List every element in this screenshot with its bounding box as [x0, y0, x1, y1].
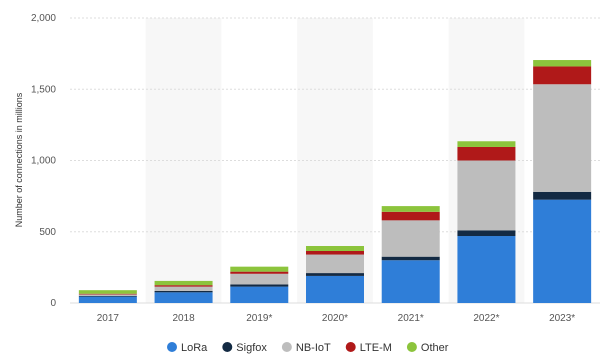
bar-segment-nb-iot [306, 254, 364, 274]
y-tick-label: 0 [50, 298, 56, 309]
bar-segment-nb-iot [457, 160, 516, 231]
bar-segment-nb-iot [154, 286, 213, 291]
bar-segment-other [381, 206, 440, 212]
bar-segment-other [78, 290, 137, 294]
bar-segment-lora [78, 296, 137, 303]
x-axis-ticks: 2017 2018 2019* 2020* 2021* 2022* 2023* [97, 313, 576, 324]
bar-segment-sigfox [306, 273, 364, 276]
y-tick-label: 2,000 [31, 13, 56, 24]
legend-label-nb-iot: NB-IoT [296, 342, 331, 354]
x-tick-label: 2017 [97, 313, 120, 324]
bar-segment-lte-m [78, 293, 137, 295]
bar-segment-nb-iot [381, 220, 440, 257]
y-tick-label: 1,000 [31, 156, 56, 167]
legend-marker-nb-iot [281, 342, 292, 352]
y-tick-label: 500 [39, 227, 56, 238]
bar-segment-lte-m [154, 285, 213, 287]
legend-marker-sigfox [222, 342, 233, 352]
x-tick-label: 2023* [549, 313, 575, 324]
bar-segment-sigfox [154, 290, 213, 293]
x-tick-label: 2018 [172, 313, 195, 324]
bar-segment-other [306, 246, 364, 251]
bar-segment-lora [457, 236, 516, 303]
bar-segment-sigfox [78, 295, 137, 297]
bar-segment-other [154, 280, 213, 286]
bar-segment-lora [154, 292, 213, 303]
bar-segment-lte-m [306, 250, 364, 255]
bar-segment-nb-iot [533, 84, 592, 192]
legend-marker-lora [167, 342, 177, 352]
bar-segment-lte-m [230, 271, 289, 274]
x-tick-label: 2021* [398, 313, 424, 324]
bar-segment-lora [230, 286, 289, 303]
y-axis-label: Number of connections in millions [14, 92, 24, 227]
bar-segment-lte-m [533, 66, 592, 85]
bar-segment-lte-m [381, 211, 440, 221]
legend-label-lte-m: LTE-M [360, 342, 392, 354]
bar-segment-sigfox [381, 256, 440, 261]
bar-segment-other [457, 141, 516, 147]
bar-segment-sigfox [230, 284, 289, 287]
bar-segment-lte-m [457, 146, 516, 161]
y-tick-label: 1,500 [31, 84, 56, 95]
bar-segment-other [533, 60, 592, 67]
x-tick-label: 2022* [473, 313, 499, 324]
bar-segment-sigfox [533, 191, 592, 200]
legend-label-sigfox: Sigfox [236, 342, 267, 354]
x-tick-label: 2020* [322, 313, 348, 324]
bar-segment-lora [306, 275, 364, 303]
bar-segment-lora [533, 199, 592, 303]
legend-marker-lte-m [345, 342, 356, 352]
legend: LoRa Sigfox NB-IoT LTE-M Other [167, 342, 449, 354]
y-axis-ticks: 0 500 1,000 1,500 2,000 [31, 13, 56, 309]
bar-segment-nb-iot [230, 273, 289, 285]
x-tick-label: 2019* [246, 313, 272, 324]
bars [78, 60, 592, 303]
legend-marker-other [406, 342, 417, 352]
legend-label-lora: LoRa [181, 342, 208, 354]
legend-label-other: Other [421, 342, 449, 354]
bar-segment-sigfox [457, 230, 516, 237]
bar-segment-other [230, 266, 289, 272]
bar-segment-nb-iot [78, 294, 137, 296]
bar-segment-lora [381, 260, 440, 303]
